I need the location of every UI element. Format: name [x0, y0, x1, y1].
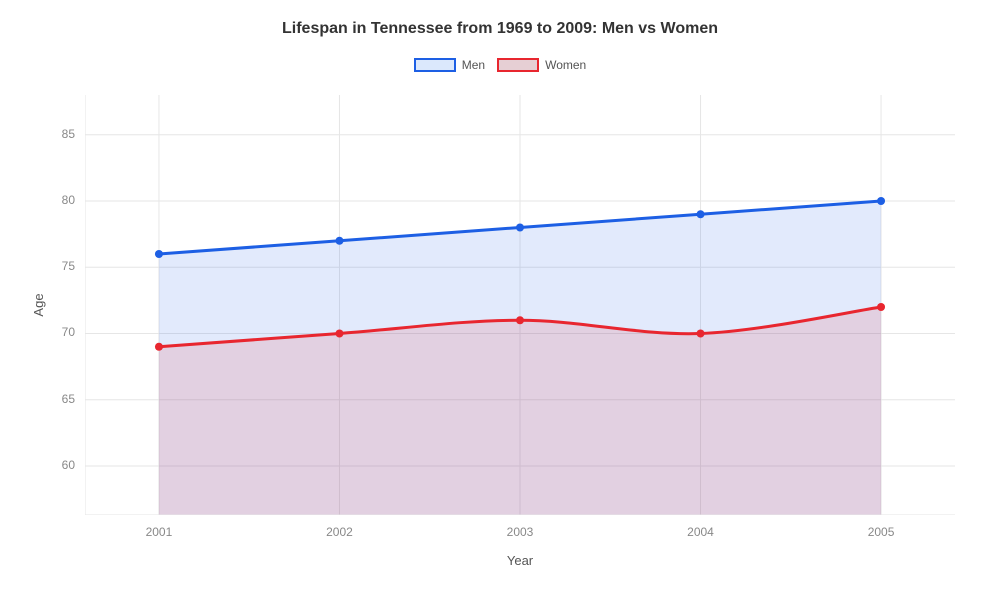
chart-container: Lifespan in Tennessee from 1969 to 2009:…	[0, 0, 1000, 600]
legend-item-men: Men	[414, 58, 485, 72]
legend: Men Women	[0, 58, 1000, 72]
plot-area	[85, 95, 955, 515]
x-tick-label: 2004	[687, 525, 714, 539]
y-axis-label: Age	[31, 293, 46, 316]
legend-swatch-women	[497, 58, 539, 72]
x-tick-label: 2003	[507, 525, 534, 539]
legend-label-women: Women	[545, 58, 586, 72]
area-fills	[159, 201, 881, 515]
y-tick-label: 60	[62, 458, 75, 472]
y-tick-label: 75	[62, 259, 75, 273]
x-axis-label: Year	[507, 553, 533, 568]
y-tick-label: 65	[62, 392, 75, 406]
legend-item-women: Women	[497, 58, 586, 72]
y-tick-label: 70	[62, 325, 75, 339]
y-tick-label: 85	[62, 127, 75, 141]
x-tick-label: 2005	[868, 525, 895, 539]
legend-label-men: Men	[462, 58, 485, 72]
legend-swatch-men	[414, 58, 456, 72]
chart-title: Lifespan in Tennessee from 1969 to 2009:…	[0, 20, 1000, 38]
x-tick-label: 2001	[146, 525, 173, 539]
x-tick-label: 2002	[326, 525, 353, 539]
y-tick-label: 80	[62, 193, 75, 207]
